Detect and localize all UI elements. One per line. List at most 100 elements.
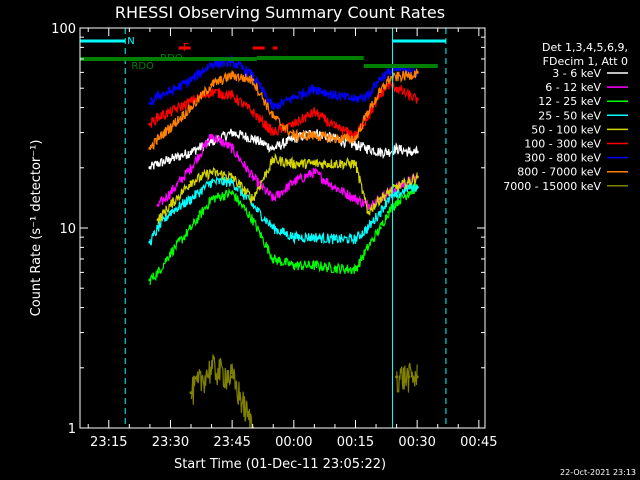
series-line-9	[190, 354, 418, 428]
series-5-point	[292, 162, 296, 166]
y-tick-label: 1	[68, 422, 76, 437]
series-7-point	[189, 78, 193, 82]
series-4-point	[333, 237, 337, 241]
series-6-point	[251, 110, 255, 114]
series-8-point	[407, 73, 411, 77]
y-tick-label: 10	[59, 222, 76, 237]
series-1-point	[378, 150, 382, 154]
series-4-point	[271, 226, 275, 230]
legend-entry-label: 12 - 25 keV	[538, 95, 601, 108]
generation-timestamp: 22-Oct-2021 23:13	[560, 468, 636, 477]
series-2-point	[292, 180, 296, 184]
series-1-point	[156, 162, 160, 166]
legend-header-line: Det 1,3,4,5,6,9,	[542, 41, 628, 54]
series-8-point	[333, 137, 337, 141]
series-6-point	[312, 110, 316, 114]
series-4-point	[148, 240, 152, 244]
series-3-point	[156, 270, 160, 274]
series-9-point	[189, 391, 193, 395]
series-9-point	[407, 375, 411, 379]
series-7-point	[148, 101, 152, 105]
series-5-point	[395, 185, 399, 189]
series-3-point	[271, 257, 275, 261]
series-8-point	[230, 73, 234, 77]
series-4-point	[407, 185, 411, 189]
series-3-point	[292, 263, 296, 267]
series-5-point	[378, 197, 382, 201]
x-tick-label: 00:00	[275, 435, 312, 450]
series-line-4	[149, 175, 418, 246]
series-4-point	[386, 197, 390, 201]
series-4-point	[395, 194, 399, 198]
chart-title: RHESSI Observing Summary Count Rates	[115, 3, 445, 22]
series-3-point	[230, 191, 234, 195]
series-7-point	[407, 68, 411, 71]
x-axis-label: Start Time (01-Dec-11 23:05:22)	[174, 457, 386, 472]
series-1-point	[407, 150, 411, 154]
legend-entry-label: 100 - 300 keV	[524, 138, 601, 151]
series-3-point	[148, 278, 152, 282]
series-5-point	[366, 210, 370, 214]
series-2-point	[312, 170, 316, 174]
series-4-point	[210, 180, 214, 184]
legend-entry-label: 800 - 7000 keV	[517, 166, 601, 179]
series-3-point	[312, 263, 316, 267]
series-9-point	[415, 375, 419, 379]
legend-header-line: FDecim 1, Att 0	[543, 55, 628, 68]
series-4-point	[378, 210, 382, 214]
series-7-point	[354, 97, 357, 101]
series-5-point	[156, 218, 160, 222]
series-6-point	[407, 93, 411, 97]
series-2-point	[210, 134, 214, 137]
series-3-point	[407, 191, 411, 195]
series-6-point	[333, 125, 337, 129]
night-flag-label: N	[127, 36, 134, 47]
series-3-point	[169, 251, 172, 255]
series-4-point	[354, 237, 357, 241]
series-3-point	[354, 268, 357, 271]
legend: Det 1,3,4,5,6,9,FDecim 1, Att 03 - 6 keV…	[503, 41, 628, 193]
series-5-point	[312, 162, 316, 166]
series-4-point	[156, 226, 160, 230]
series-7-point	[312, 86, 316, 90]
y-tick-label: 100	[51, 22, 76, 37]
series-7-point	[210, 62, 214, 66]
series-5-point	[271, 158, 275, 161]
series-8-point	[354, 137, 357, 141]
series-1-point	[210, 140, 214, 144]
series-8-point	[366, 110, 370, 114]
series-2-point	[156, 203, 160, 207]
series-4-point	[312, 235, 316, 239]
series-9-point	[395, 375, 399, 379]
series-8-point	[251, 78, 255, 82]
series-3-point	[366, 245, 370, 249]
series-6-point	[415, 97, 419, 101]
series-7-point	[386, 70, 390, 74]
legend-entry-label: 7000 - 15000 keV	[503, 180, 601, 193]
x-tick-label: 00:15	[337, 435, 374, 450]
series-1-point	[251, 137, 255, 141]
series-8-point	[312, 134, 316, 137]
series-8-point	[169, 125, 172, 129]
series-line-3	[149, 183, 418, 285]
series-6-point	[148, 122, 152, 126]
series-line-8	[149, 68, 418, 150]
series-7-point	[378, 76, 382, 80]
series-8-point	[386, 78, 390, 82]
rdo-flag-label: RDO	[131, 61, 154, 72]
series-1-point	[169, 158, 172, 161]
series-4-point	[169, 210, 172, 214]
x-tick-label: 00:30	[398, 435, 435, 450]
series-8-point	[189, 106, 193, 110]
series-1-point	[189, 150, 193, 154]
series-7-point	[156, 93, 160, 97]
series-8-point	[395, 75, 399, 79]
series-1-point	[395, 146, 399, 150]
series-5-point	[230, 175, 234, 179]
series-2-point	[251, 175, 255, 179]
series-1-point	[366, 146, 370, 150]
series-8-point	[156, 137, 160, 141]
x-tick-label: 23:15	[90, 435, 127, 450]
